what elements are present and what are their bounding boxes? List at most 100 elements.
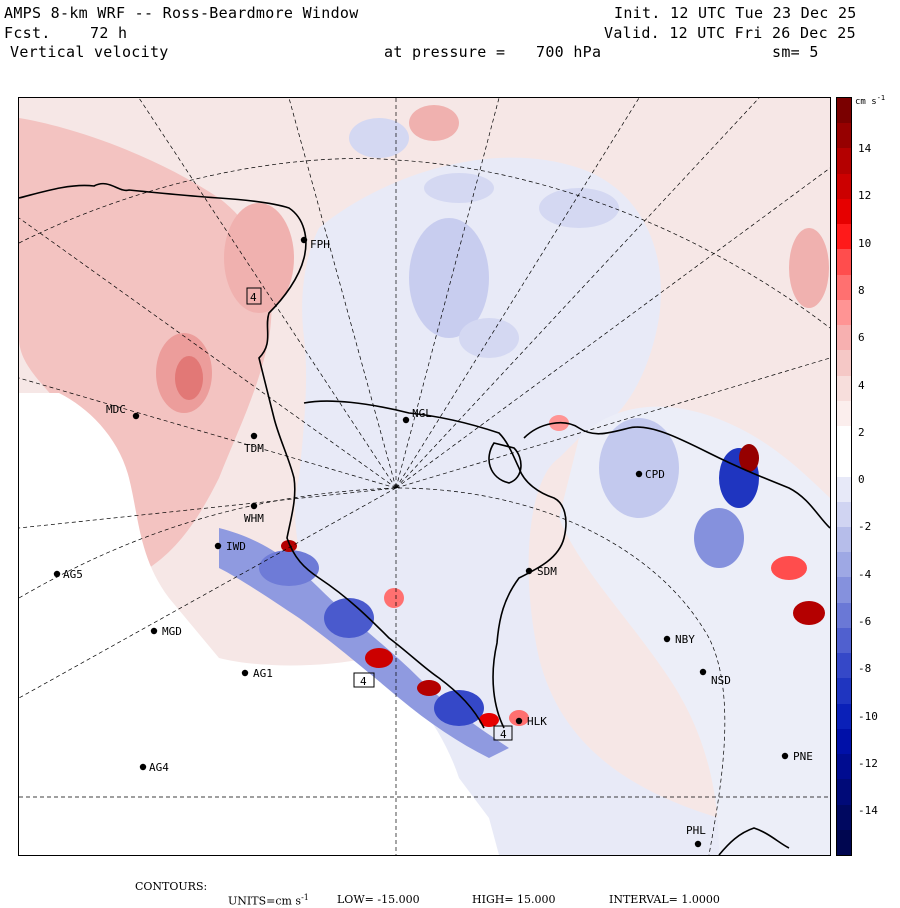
- marker-label: 4: [250, 291, 257, 304]
- colorbar-tick-label: 10: [858, 237, 872, 250]
- colorbar-segment: [837, 249, 851, 276]
- station-label-hlk: HLK: [527, 715, 547, 728]
- colorbar-tick-label: 2: [858, 426, 865, 439]
- station-dot-fph: [300, 236, 308, 244]
- station-dot-phl: [694, 840, 702, 848]
- colorbar-segment: [837, 299, 851, 326]
- colorbar-tick-label: -2: [858, 520, 872, 533]
- no-data-region: [19, 393, 499, 855]
- colorbar-units-text: cm s: [855, 97, 877, 107]
- station-dot-hlk: [515, 717, 523, 725]
- colorbar-tick-label: 12: [858, 189, 872, 202]
- colorbar-segment: [837, 350, 851, 377]
- colorbar-units: cm s-1: [855, 94, 885, 107]
- colorbar-tick-label: -4: [858, 568, 872, 581]
- colorbar-units-exp: -1: [876, 94, 886, 102]
- valid-time: Valid. 12 UTC Fri 26 Dec 25: [604, 24, 856, 42]
- colorbar-segment: [837, 451, 851, 477]
- hot-patch: [384, 588, 404, 608]
- hot-patch: [739, 444, 759, 472]
- colorbar-segment: [837, 577, 851, 604]
- cold-patch: [259, 550, 319, 586]
- pressure-label: at pressure =: [384, 43, 506, 61]
- station-label-nby: NBY: [675, 633, 695, 646]
- blue-patch: [349, 118, 409, 158]
- station-label-fph: FPH: [310, 238, 330, 251]
- colorbar-segment: [837, 804, 851, 831]
- marker-box: 4: [493, 725, 513, 741]
- cold-patch: [434, 690, 484, 726]
- blue-patch: [409, 218, 489, 338]
- marker-label: 4: [360, 675, 367, 688]
- station-dot-nby: [663, 635, 671, 643]
- colorbar-tick-label: -10: [858, 710, 878, 723]
- colorbar-tick-label: 4: [858, 379, 865, 392]
- station-dot-pne: [781, 752, 789, 760]
- marker-label: 4: [500, 728, 507, 741]
- colorbar-tick-label: 0: [858, 473, 865, 486]
- footer-units-exp: -1: [301, 893, 309, 902]
- warm-patch: [175, 356, 203, 400]
- station-label-phl: PHL: [686, 824, 706, 837]
- colorbar-segment: [837, 148, 851, 175]
- station-dot-sdm: [525, 567, 533, 575]
- colorbar-segment: [837, 123, 851, 149]
- colorbar-segment: [837, 678, 851, 705]
- forecast-label: Fcst.: [4, 24, 51, 42]
- colorbar-segment: [837, 779, 851, 806]
- colorbar-segment: [837, 653, 851, 679]
- colorbar-segment: [837, 602, 851, 629]
- colorbar-segment: [837, 627, 851, 654]
- colorbar-segment: [837, 173, 851, 200]
- station-dot-tdm: [250, 432, 258, 440]
- graticule: [19, 98, 830, 855]
- colorbar-segment: [837, 703, 851, 730]
- station-label-ngl: NGL: [412, 407, 432, 420]
- station-dot-ngl: [402, 416, 410, 424]
- station-label-ag4: AG4: [149, 761, 169, 774]
- left-pink-region: [19, 118, 272, 568]
- footer-high: HIGH= 15.000: [465, 880, 556, 906]
- colorbar-tick-label: 14: [858, 142, 872, 155]
- colorbar-segment: [837, 552, 851, 578]
- marker-box: 4: [246, 287, 262, 305]
- footer-units-label: UNITS=cm s: [228, 894, 302, 908]
- cold-patch: [324, 598, 374, 638]
- colorbar-segment: [837, 426, 851, 452]
- field-name: Vertical velocity: [10, 43, 169, 61]
- colorbar-segment: [837, 754, 851, 780]
- warm-patch: [789, 228, 829, 308]
- east-blue-region: [559, 406, 830, 855]
- colorbar-segment: [837, 728, 851, 755]
- warm-patch: [224, 203, 294, 313]
- colorbar-segment: [837, 224, 851, 250]
- hot-patch: [479, 713, 499, 727]
- colorbar-segment: [837, 274, 851, 301]
- hot-patch: [771, 556, 807, 580]
- colorbar: [836, 97, 852, 856]
- station-label-sdm: SDM: [537, 565, 557, 578]
- station-label-whm: WHM: [244, 512, 264, 525]
- colorbar-segment: [837, 400, 851, 427]
- blue-patch: [599, 418, 679, 518]
- station-dot-cpd: [635, 470, 643, 478]
- colorbar-segment: [837, 325, 851, 351]
- station-label-pne: PNE: [793, 750, 813, 763]
- station-label-ag5: AG5: [63, 568, 83, 581]
- station-label-mgd: MGD: [162, 625, 182, 638]
- hot-patch: [417, 680, 441, 696]
- colorbar-tick-label: 6: [858, 331, 865, 344]
- forecast-hour: 72 h: [90, 24, 128, 42]
- map-svg: 4 4 4 MDC TDM WHM IWD AG5 MGD AG1 AG4 NGL SDM FPH C…: [19, 98, 830, 855]
- station-label-cpd: CPD: [645, 468, 665, 481]
- station-dot-ag4: [139, 763, 147, 771]
- colorbar-segment: [837, 501, 851, 528]
- station-dot-mgd: [150, 627, 158, 635]
- smoothing-label: sm= 5: [772, 43, 819, 61]
- colorbar-segment: [837, 526, 851, 553]
- colorbar-segment: [837, 476, 851, 503]
- blue-patch: [459, 318, 519, 358]
- colorbar-tick-label: -14: [858, 804, 878, 817]
- colorbar-segment: [837, 98, 851, 124]
- colorbar-segment: [837, 198, 851, 225]
